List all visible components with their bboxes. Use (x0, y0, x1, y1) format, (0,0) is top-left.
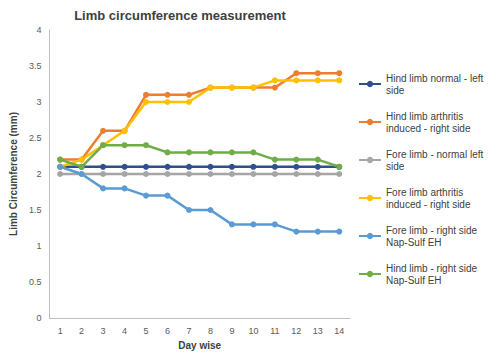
svg-text:10: 10 (248, 326, 258, 336)
svg-text:2: 2 (36, 169, 41, 179)
svg-text:Hind limb arthritis: Hind limb arthritis (386, 111, 466, 122)
svg-text:induced - right side: induced - right side (386, 123, 471, 134)
svg-text:12: 12 (291, 326, 301, 336)
svg-text:1.5: 1.5 (29, 205, 42, 215)
svg-text:Hind limb - right side: Hind limb - right side (386, 263, 480, 274)
svg-text:6: 6 (165, 326, 170, 336)
svg-text:2: 2 (79, 326, 84, 336)
svg-text:1: 1 (36, 241, 41, 251)
svg-text:3: 3 (36, 97, 41, 107)
svg-text:9: 9 (229, 326, 234, 336)
svg-text:0: 0 (36, 313, 41, 323)
svg-text:Nap-Sulf EH: Nap-Sulf EH (386, 237, 442, 248)
svg-text:13: 13 (313, 326, 323, 336)
svg-text:5: 5 (144, 326, 149, 336)
svg-text:8: 8 (208, 326, 213, 336)
svg-text:Limb Circumference (mm): Limb Circumference (mm) (8, 112, 19, 236)
svg-text:side: side (386, 161, 405, 172)
svg-text:14: 14 (334, 326, 344, 336)
svg-text:7: 7 (186, 326, 191, 336)
svg-text:Fore limb arthritis: Fore limb arthritis (386, 187, 466, 198)
svg-text:3: 3 (101, 326, 106, 336)
svg-text:2.5: 2.5 (29, 133, 42, 143)
svg-text:Fore limb - right side: Fore limb - right side (386, 225, 480, 236)
svg-text:Fore limb - normal left: Fore limb - normal left (386, 149, 486, 160)
svg-text:4: 4 (122, 326, 127, 336)
svg-text:0.5: 0.5 (29, 277, 42, 287)
svg-text:Hind limb normal - left: Hind limb normal - left (386, 73, 486, 84)
svg-text:induced - right side: induced - right side (386, 199, 471, 210)
svg-text:Limb circumference measurement: Limb circumference measurement (74, 8, 286, 23)
svg-text:1: 1 (58, 326, 63, 336)
svg-text:Day wise: Day wise (178, 340, 221, 351)
svg-text:4: 4 (36, 25, 41, 35)
svg-text:side: side (386, 85, 405, 96)
svg-text:Nap-Sulf EH: Nap-Sulf EH (386, 275, 442, 286)
svg-text:11: 11 (270, 326, 279, 336)
svg-text:3.5: 3.5 (29, 61, 42, 71)
